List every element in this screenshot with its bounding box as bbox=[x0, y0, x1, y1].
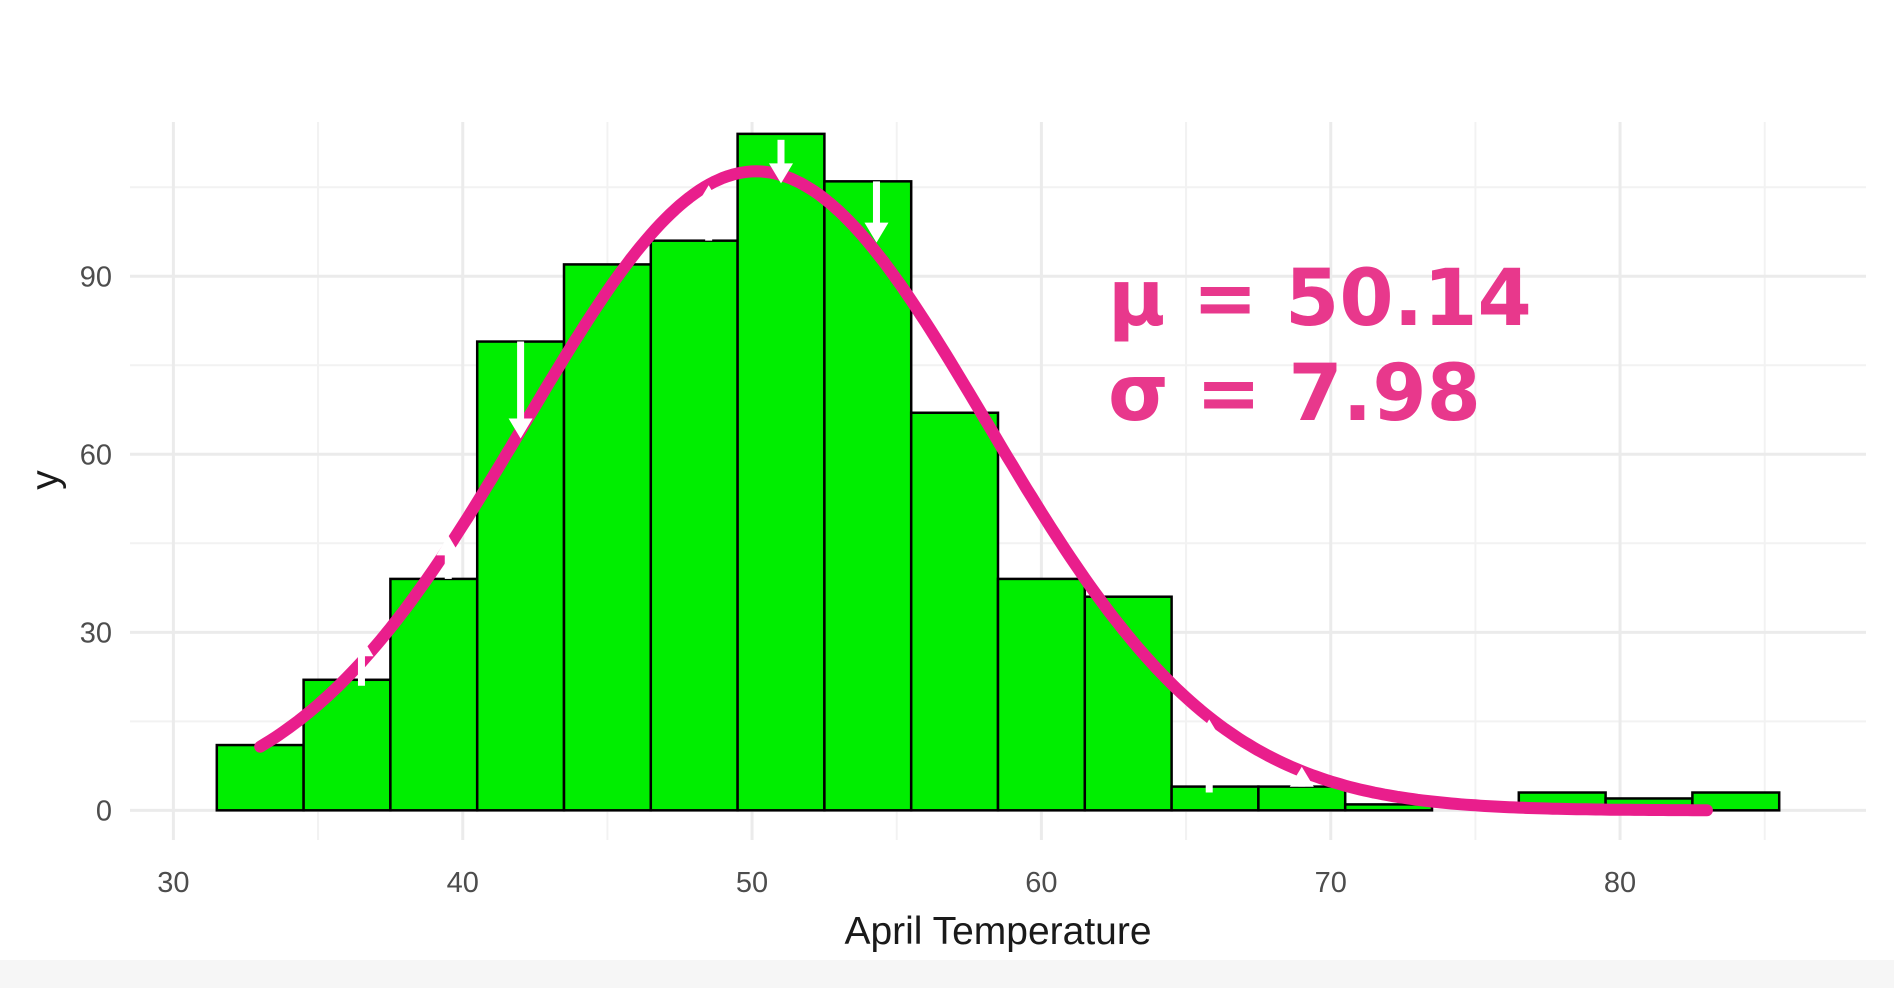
histogram-bar bbox=[649, 239, 739, 812]
axis-ticks: 30 40 50 60 70 80 0 30 60 90 bbox=[80, 261, 1636, 899]
x-tick-label: 80 bbox=[1604, 867, 1636, 899]
histogram-bar bbox=[215, 743, 305, 812]
residual-arrow bbox=[696, 185, 721, 241]
sigma-annotation: σ = 7.98 bbox=[1108, 349, 1481, 439]
histogram-bar bbox=[1170, 785, 1260, 812]
histogram-bar bbox=[1257, 785, 1347, 812]
fit-curve-line bbox=[254, 165, 1713, 817]
x-tick-label: 50 bbox=[736, 867, 768, 899]
y-axis-title: y bbox=[24, 470, 67, 490]
x-tick-label: 30 bbox=[157, 867, 189, 899]
mu-annotation: μ = 50.14 bbox=[1108, 254, 1532, 344]
y-tick-label: 30 bbox=[80, 617, 112, 649]
x-axis-title: April Temperature bbox=[844, 910, 1151, 953]
residual-arrow bbox=[508, 341, 533, 439]
histogram-bars bbox=[215, 132, 1781, 812]
residual-arrows bbox=[349, 139, 1314, 793]
residual-arrow bbox=[436, 535, 461, 579]
x-tick-label: 40 bbox=[447, 867, 479, 899]
y-tick-label: 60 bbox=[80, 439, 112, 471]
x-tick-label: 70 bbox=[1315, 867, 1347, 899]
histogram-bar bbox=[996, 577, 1087, 812]
bottom-strip bbox=[0, 960, 1894, 988]
residual-arrow bbox=[769, 139, 793, 184]
y-tick-label: 90 bbox=[80, 261, 112, 293]
y-tick-label: 0 bbox=[96, 795, 112, 827]
residual-arrow bbox=[1289, 766, 1314, 787]
x-tick-label: 60 bbox=[1025, 867, 1057, 899]
histogram-bar bbox=[1691, 791, 1781, 812]
histogram-bar bbox=[909, 411, 1000, 812]
histogram-bar bbox=[736, 132, 826, 812]
normal-fit-curve bbox=[254, 165, 1713, 817]
residual-arrow bbox=[349, 636, 374, 686]
residual-arrow bbox=[864, 181, 889, 243]
residual-arrow bbox=[1197, 719, 1222, 793]
